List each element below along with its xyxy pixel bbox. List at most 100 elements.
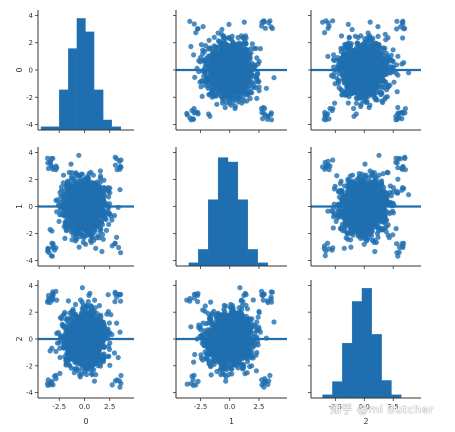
scatter-point [394,18,400,24]
y-tick-label: -2 [26,94,33,102]
scatter-point [373,95,379,102]
scatter-point [112,162,118,168]
scatter-point [117,166,123,172]
scatter-point [76,152,82,158]
scatter-point [355,83,361,89]
scatter-point [195,111,201,117]
scatter-point [97,173,104,179]
scatter-point [86,187,92,193]
scatter-point [45,165,52,172]
scatter-point [241,78,247,84]
scatter-point [118,157,124,163]
scatter-point [205,46,211,52]
scatter-point [259,23,265,29]
scatter-point [78,209,84,215]
scatter-point [78,171,84,177]
marks [40,18,122,130]
y-tick-label: 2 [29,176,33,184]
scatter-point [345,40,352,46]
scatter-point [200,24,206,30]
scatter-point [350,77,356,83]
scatter-point [385,35,391,41]
scatter-point [239,47,246,53]
scatter-point [356,43,362,49]
histogram-bar [227,161,239,266]
scatter-point [338,33,345,39]
scatter-point [116,244,122,251]
scatter-point [66,225,72,231]
scatter-point [387,82,393,88]
scatter-point [350,50,356,56]
scatter-point [219,51,225,57]
scatter-point [111,213,118,219]
scatter-point [191,52,197,58]
scatter-point [66,169,72,176]
scatter-point [380,171,386,177]
scatter-point [49,253,56,259]
scatter-point [83,241,89,247]
scatter-point [88,194,94,200]
scatter-point [371,78,377,84]
scatter-point [226,35,232,41]
scatter-point [57,212,63,218]
scatter-point [384,55,390,61]
scatter-point [57,190,63,196]
scatter-point [93,212,99,218]
panel-0-1 [173,10,287,133]
scatter-point [100,236,106,242]
scatter-point [90,224,96,231]
scatter-point [239,83,245,89]
scatter-point [341,62,347,68]
scatter-point [76,244,82,250]
scatter-point [214,101,220,107]
y-tick-label: 4 [29,12,34,20]
scatter-point [206,77,212,83]
scatter-point [114,234,120,240]
scatter-point [199,93,205,99]
scatter-point [336,70,342,77]
scatter-point [106,194,112,200]
y-axis-label: 1 [15,204,24,209]
y-tick-label: 0 [29,67,33,75]
histogram-bar [68,48,78,130]
scatter-point [118,250,124,256]
scatter-point [356,72,362,78]
scatter-point [370,35,376,41]
scatter-point [112,240,118,246]
y-tick-label: -4 [26,121,34,129]
scatter-point [394,116,400,122]
scatter-point [237,55,243,61]
scatter-point [338,49,344,55]
scatter-point [234,94,241,100]
scatter-point [91,180,97,186]
scatter-point [353,100,359,106]
scatter-point [197,59,203,65]
scatter-point [45,155,51,161]
scatter-point [53,197,59,203]
scatter-point [386,235,392,241]
scatter-point [58,184,65,190]
scatter-point [82,233,88,239]
scatter-point [395,104,401,111]
scatter-point [224,44,230,50]
scatter-point [382,59,388,65]
scatter-point [244,98,250,104]
scatter-point [345,21,351,27]
y-tick-label: 2 [29,39,33,47]
scatter-point [230,79,236,85]
scatter-point [199,78,205,84]
scatter-point [93,245,99,251]
scatter-point [254,75,260,81]
marks [188,157,268,266]
scatter-point [222,62,228,68]
histogram-bar [93,89,104,130]
scatter-point [112,154,118,160]
scatter-point [332,100,338,106]
scatter-point [74,227,80,233]
scatter-point [117,187,123,193]
scatter-point [342,92,348,98]
scatter-point [184,110,190,116]
scatter-point [83,200,89,206]
scatter-point [344,59,351,65]
